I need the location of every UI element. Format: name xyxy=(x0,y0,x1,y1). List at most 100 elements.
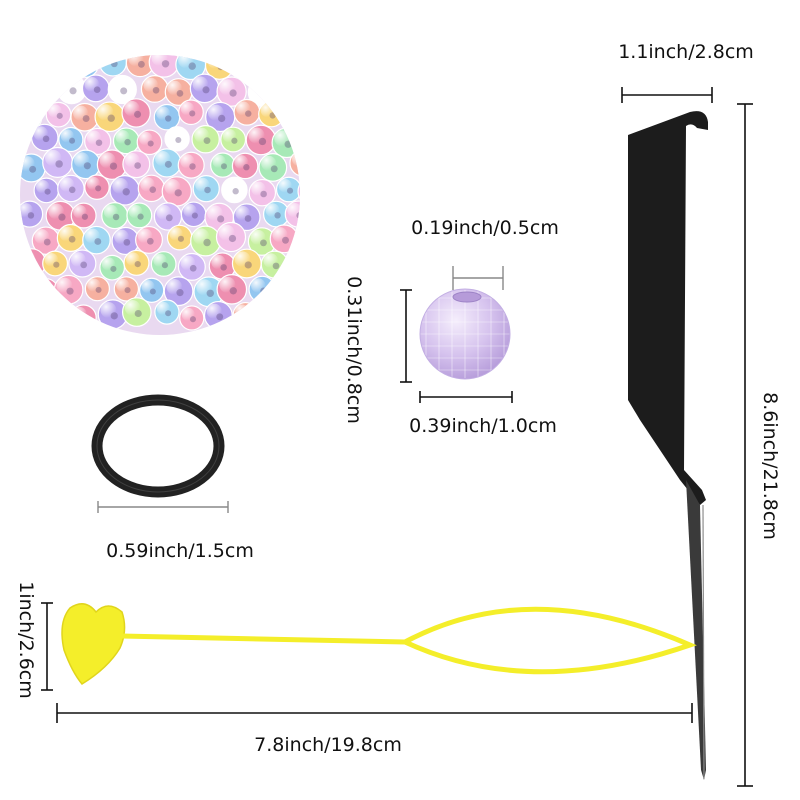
bead-hole xyxy=(260,90,268,98)
bead-hole xyxy=(217,215,225,223)
bead-highlight xyxy=(251,181,266,196)
bead-hole xyxy=(244,215,252,222)
bead-hole xyxy=(110,312,118,320)
tool-length-label: 7.8inch/19.8cm xyxy=(254,734,402,756)
bead-hole xyxy=(189,316,196,323)
bead-hole xyxy=(310,87,317,94)
bead xyxy=(297,74,300,105)
bead-hole xyxy=(110,265,117,272)
bead-highlight xyxy=(112,177,129,194)
bead-highlight xyxy=(87,278,101,292)
bead xyxy=(232,301,259,328)
bead-highlight xyxy=(103,204,119,219)
bead xyxy=(20,298,45,327)
bead-highlight xyxy=(287,253,300,269)
bead-height-dimension: 0.31inch/0.8cm xyxy=(343,276,412,424)
bead-hole xyxy=(137,213,144,220)
bead-highlight xyxy=(222,129,237,143)
bead-hole xyxy=(27,212,35,219)
bead-highlight xyxy=(292,102,300,116)
bead-highlight xyxy=(219,79,236,96)
bead-highlight xyxy=(84,228,100,244)
bead-highlight xyxy=(156,301,170,316)
comb-width-label: 1.1inch/2.8cm xyxy=(618,41,754,63)
bead xyxy=(32,277,59,305)
bead-hole xyxy=(29,63,36,70)
bead-highlight xyxy=(128,204,143,219)
bead-hole xyxy=(53,261,60,268)
bead-hole xyxy=(165,214,173,222)
bead-highlight xyxy=(300,180,315,195)
bead-highlight xyxy=(251,278,266,293)
bead-hole xyxy=(55,63,62,70)
bead-highlight xyxy=(86,130,101,145)
bead-highlight xyxy=(303,280,317,294)
bead-hole xyxy=(272,262,280,270)
bead-hole xyxy=(189,163,196,170)
bead-hole xyxy=(258,137,267,146)
bead-hole xyxy=(66,287,74,295)
bead-hole xyxy=(110,60,118,68)
bead-hole xyxy=(94,238,102,245)
bead-highlight xyxy=(261,155,277,171)
bead-hole xyxy=(29,260,37,268)
bead-highlight xyxy=(194,127,210,143)
bead-hole xyxy=(152,86,160,94)
bead-highlight xyxy=(259,303,275,319)
beads-cluster-image xyxy=(20,55,318,335)
bead-hole xyxy=(177,235,185,242)
bead-hole xyxy=(203,238,211,247)
bead-highlight xyxy=(276,76,291,91)
bead-highlight xyxy=(99,152,116,169)
bead xyxy=(284,251,300,279)
bead xyxy=(40,303,70,333)
comb-length-label: 8.6inch/21.8cm xyxy=(759,392,781,540)
bead-hole xyxy=(286,187,294,194)
bead-hole xyxy=(80,261,88,269)
bead xyxy=(72,55,99,78)
bead-hole xyxy=(124,287,131,294)
comb-width-dimension: 1.1inch/2.8cm xyxy=(618,41,754,103)
bead xyxy=(287,55,300,77)
bead-highlight xyxy=(233,56,249,72)
threader-stem xyxy=(119,633,406,645)
bead-hole xyxy=(124,138,131,146)
bead-highlight xyxy=(278,179,292,193)
bead-highlight xyxy=(167,80,182,96)
bead-hole xyxy=(269,112,276,119)
bead-highlight xyxy=(43,306,59,322)
bead-hole xyxy=(82,115,90,123)
bead-highlight xyxy=(263,55,278,68)
bead-hole xyxy=(204,186,211,194)
bead-hole xyxy=(189,110,196,117)
bead-height-label: 0.31inch/0.8cm xyxy=(343,276,365,424)
bead-hole xyxy=(203,137,211,145)
bead-facets xyxy=(420,290,510,378)
bead-highlight xyxy=(143,77,159,93)
bead-hole xyxy=(55,160,63,168)
bead-hole xyxy=(231,137,238,144)
bead-highlight xyxy=(116,278,130,292)
bead-hole xyxy=(243,313,250,320)
bead-width-label: 0.39inch/1.0cm xyxy=(409,415,557,437)
bead-highlight xyxy=(302,129,318,145)
bead-hole xyxy=(216,313,224,321)
bead-hole xyxy=(83,162,91,170)
threader-loop xyxy=(399,606,697,675)
bead-highlight xyxy=(289,55,300,68)
bead-highlight xyxy=(153,253,167,268)
bead-hole xyxy=(229,287,237,295)
comb-length-dimension: 8.6inch/21.8cm xyxy=(737,103,781,787)
band-diameter-dimension: 0.59inch/1.5cm xyxy=(97,501,254,562)
bead-hole xyxy=(123,238,131,246)
bead-highlight xyxy=(212,154,226,169)
bead-highlight xyxy=(166,128,181,142)
bead-hole xyxy=(191,212,198,219)
bead-hole xyxy=(83,62,91,69)
bead-hole xyxy=(232,188,239,195)
bead-hole xyxy=(202,86,210,94)
bead-highlight xyxy=(97,104,114,121)
bead-highlight xyxy=(141,280,155,294)
bead-hole xyxy=(58,213,66,221)
bead-hole xyxy=(311,289,317,295)
